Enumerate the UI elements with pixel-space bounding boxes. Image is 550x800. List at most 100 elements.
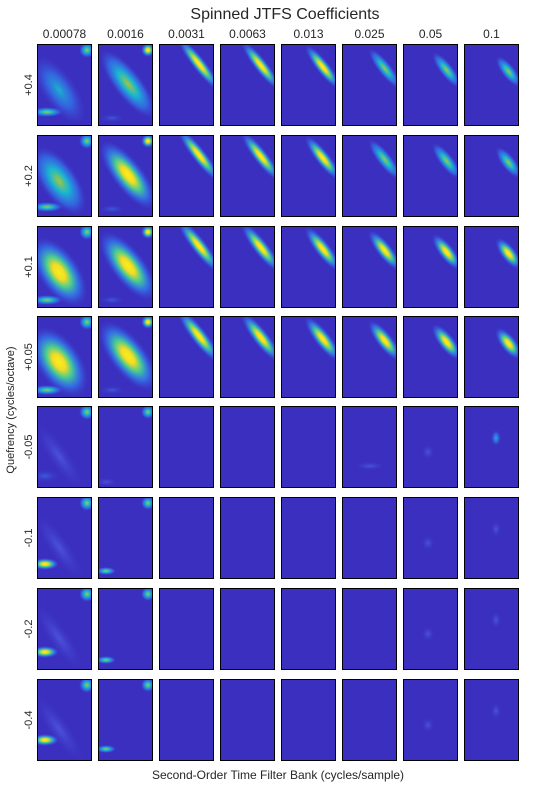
panel-border bbox=[403, 316, 458, 398]
panel-background bbox=[464, 497, 519, 579]
panel-border bbox=[98, 135, 153, 217]
column-label: 0.00078 bbox=[43, 27, 87, 41]
panel-background bbox=[220, 406, 275, 488]
panel-border bbox=[464, 588, 519, 670]
energy-band bbox=[240, 316, 275, 363]
column-labels: 0.00078 0.0016 0.0031 0.0063 0.013 0.025 0.05 0… bbox=[43, 27, 500, 41]
faint-band bbox=[37, 697, 83, 761]
corner-blob bbox=[79, 588, 92, 602]
heatmap-panel bbox=[342, 588, 397, 670]
panel-border bbox=[220, 316, 275, 398]
panel-border bbox=[464, 226, 519, 308]
energy-band bbox=[177, 226, 214, 274]
panel-border bbox=[281, 44, 336, 126]
heatmap-panel bbox=[159, 44, 214, 126]
heatmap-panel bbox=[98, 316, 153, 398]
panel-background bbox=[342, 135, 397, 217]
heatmap-panel bbox=[342, 497, 397, 579]
panel-background bbox=[159, 497, 214, 579]
panel-background bbox=[464, 44, 519, 126]
panel-border bbox=[98, 226, 153, 308]
heatmap-panel bbox=[159, 679, 214, 761]
energy-band bbox=[431, 143, 458, 179]
energy-band bbox=[431, 234, 458, 270]
heatmap-panel bbox=[464, 226, 519, 308]
heatmap-panel bbox=[220, 316, 275, 398]
panel-background bbox=[281, 679, 336, 761]
panel-border bbox=[159, 44, 214, 126]
heatmap-panel bbox=[281, 316, 336, 398]
panel-border bbox=[37, 44, 92, 126]
panel-border bbox=[37, 406, 92, 488]
low-freq-blob bbox=[37, 470, 59, 482]
panel-border bbox=[220, 226, 275, 308]
faint-spot bbox=[491, 521, 501, 537]
heatmap-panel bbox=[37, 679, 92, 761]
heatmap-panel bbox=[98, 44, 153, 126]
heatmap-panel bbox=[98, 588, 153, 670]
faint-spot bbox=[422, 627, 434, 641]
corner-blob bbox=[79, 226, 92, 240]
energy-band bbox=[241, 135, 275, 182]
low-freq-blob bbox=[100, 205, 124, 213]
low-freq-blob bbox=[37, 202, 63, 212]
low-freq-blob bbox=[98, 656, 116, 664]
panel-background bbox=[403, 135, 458, 217]
panel-background bbox=[464, 316, 519, 398]
panel-background bbox=[342, 226, 397, 308]
energy-band bbox=[495, 237, 519, 270]
panel-border bbox=[98, 44, 153, 126]
heatmap-panel bbox=[281, 497, 336, 579]
corner-blob bbox=[79, 135, 92, 149]
heatmap-panel bbox=[37, 588, 92, 670]
faint-band bbox=[37, 606, 83, 670]
energy-band bbox=[495, 55, 519, 88]
heatmap-panel bbox=[159, 226, 214, 308]
panel-border bbox=[403, 588, 458, 670]
corner-blob bbox=[79, 497, 92, 511]
heatmap-panel bbox=[98, 226, 153, 308]
heatmap-panel bbox=[403, 226, 458, 308]
column-label: 0.0016 bbox=[107, 27, 144, 41]
corner-blob bbox=[141, 226, 153, 239]
panel-grid bbox=[37, 44, 519, 761]
panel-border bbox=[342, 679, 397, 761]
panel-background bbox=[159, 406, 214, 488]
panel-border bbox=[37, 497, 92, 579]
panel-border bbox=[281, 588, 336, 670]
energy-band bbox=[368, 320, 397, 361]
heatmap-panel bbox=[98, 497, 153, 579]
heatmap-panel bbox=[281, 226, 336, 308]
panel-background bbox=[403, 44, 458, 126]
heatmap-panel bbox=[37, 44, 92, 126]
heatmap-panel bbox=[342, 316, 397, 398]
panel-background bbox=[464, 406, 519, 488]
panel-border bbox=[464, 679, 519, 761]
panel-background bbox=[342, 44, 397, 126]
heatmap-panel bbox=[403, 316, 458, 398]
corner-blob bbox=[141, 135, 153, 148]
faint-spot bbox=[491, 612, 501, 628]
energy-band bbox=[37, 326, 89, 398]
panel-border bbox=[281, 497, 336, 579]
panel-background bbox=[98, 497, 153, 579]
heatmap-panel bbox=[159, 135, 214, 217]
panel-border bbox=[159, 316, 214, 398]
row-label: -0.05 bbox=[23, 434, 35, 459]
panel-border bbox=[342, 226, 397, 308]
panel-background bbox=[220, 588, 275, 670]
panel-border bbox=[281, 316, 336, 398]
corner-blob bbox=[79, 316, 92, 330]
panel-background bbox=[281, 406, 336, 488]
panel-border bbox=[220, 588, 275, 670]
panel-border bbox=[37, 316, 92, 398]
panel-border bbox=[342, 316, 397, 398]
corner-blob bbox=[79, 679, 92, 693]
column-label: 0.0031 bbox=[168, 27, 205, 41]
column-label: 0.05 bbox=[419, 27, 443, 41]
row-label: -0.4 bbox=[23, 711, 35, 730]
energy-band bbox=[98, 231, 153, 301]
panel-border bbox=[281, 406, 336, 488]
low-freq-blob bbox=[100, 386, 124, 394]
